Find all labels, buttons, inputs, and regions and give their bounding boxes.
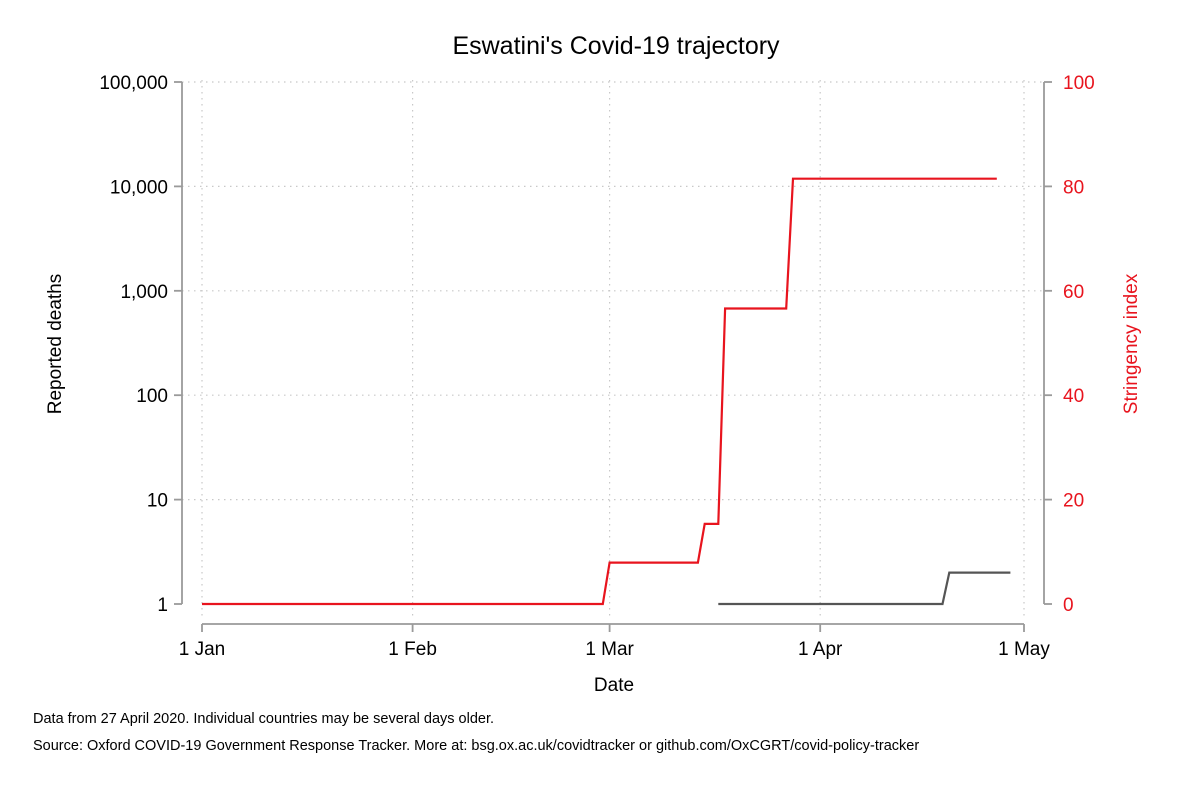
y-left-tick-label: 100,000 bbox=[99, 73, 168, 94]
series-lines bbox=[202, 177, 1011, 606]
y-left-tick-label: 1 bbox=[157, 595, 168, 616]
tick-labels: 1 10 100 1,000 10,000 100,000 0 20 40 60 80 100 1 Ja… bbox=[99, 73, 1094, 660]
gridlines bbox=[182, 80, 1044, 618]
footnote-source: Source: Oxford COVID-19 Government Respo… bbox=[33, 738, 920, 754]
y-right-tick-label: 100 bbox=[1063, 73, 1095, 94]
x-tick-label: 1 Feb bbox=[388, 639, 437, 660]
x-tick-label: 1 Apr bbox=[798, 639, 843, 660]
y-left-tick-label: 10,000 bbox=[110, 177, 168, 198]
axes bbox=[174, 81, 1052, 632]
x-tick-label: 1 Jan bbox=[179, 639, 225, 660]
reported-deaths-line bbox=[718, 571, 1011, 606]
stringency-index-line bbox=[202, 177, 997, 606]
y-right-tick-label: 0 bbox=[1063, 595, 1074, 616]
y-left-tick-label: 1,000 bbox=[120, 282, 168, 303]
chart-title: Eswatini's Covid-19 trajectory bbox=[452, 32, 780, 60]
footnote-data-date: Data from 27 April 2020. Individual coun… bbox=[33, 711, 495, 727]
y-right-tick-label: 20 bbox=[1063, 491, 1084, 512]
y-left-tick-label: 10 bbox=[147, 491, 168, 512]
y-axis-left-label: Reported deaths bbox=[45, 274, 66, 415]
y-axis-right-label: Stringency index bbox=[1121, 273, 1142, 414]
y-right-tick-label: 80 bbox=[1063, 177, 1084, 198]
x-axis-label: Date bbox=[594, 675, 634, 696]
y-right-tick-label: 40 bbox=[1063, 386, 1084, 407]
x-tick-label: 1 Mar bbox=[585, 639, 634, 660]
x-tick-label: 1 May bbox=[998, 639, 1050, 660]
y-right-tick-label: 60 bbox=[1063, 282, 1084, 303]
y-left-tick-label: 100 bbox=[136, 386, 168, 407]
